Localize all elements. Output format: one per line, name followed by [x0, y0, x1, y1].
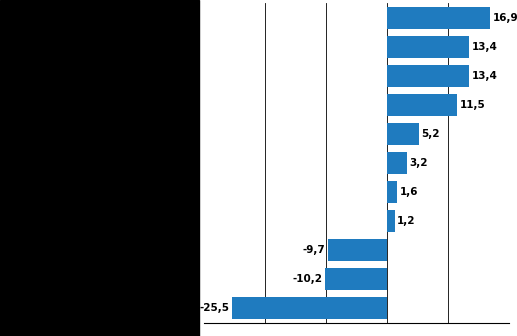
Text: 11,5: 11,5 [460, 100, 485, 110]
Text: 13,4: 13,4 [472, 71, 497, 81]
Bar [387, 65, 469, 87]
Text: -9,7: -9,7 [303, 245, 326, 255]
Bar [232, 297, 387, 319]
Bar [387, 210, 394, 232]
Bar [387, 7, 490, 29]
Bar [328, 239, 387, 261]
Text: 1,2: 1,2 [397, 216, 416, 226]
Text: -10,2: -10,2 [293, 274, 323, 284]
Text: 3,2: 3,2 [409, 158, 428, 168]
Bar [387, 36, 469, 58]
Bar [325, 268, 387, 290]
Bar [387, 123, 419, 145]
Text: 1,6: 1,6 [400, 187, 418, 197]
Text: -25,5: -25,5 [199, 303, 229, 313]
Bar [387, 152, 407, 174]
Text: 16,9: 16,9 [493, 13, 517, 23]
Text: 13,4: 13,4 [472, 42, 497, 52]
Bar [387, 181, 397, 203]
Text: 5,2: 5,2 [421, 129, 440, 139]
Bar [387, 94, 458, 116]
